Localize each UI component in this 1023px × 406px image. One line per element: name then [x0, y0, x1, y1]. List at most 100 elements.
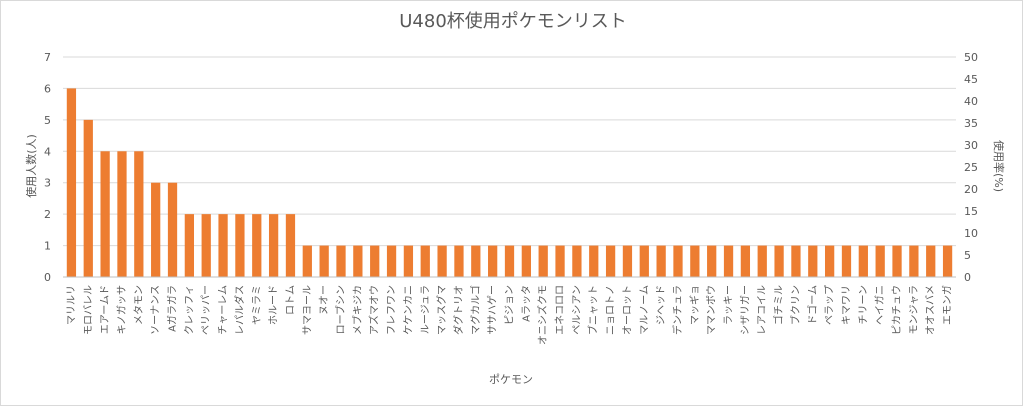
- x-category-label: フレフワン: [387, 285, 398, 335]
- y2-tick-label: 5: [964, 249, 971, 262]
- bar: [268, 214, 279, 277]
- x-category-label: モンジャラ: [908, 285, 920, 335]
- y2-axis-label: 使用率(%): [992, 140, 1006, 192]
- chart-title: U480杯使用ポケモンリスト: [399, 11, 627, 32]
- y-axis-label: 使用人数(人): [25, 134, 38, 198]
- x-category-label: ラッキー: [723, 285, 735, 325]
- bar: [656, 245, 666, 277]
- y-tick-label: 2: [44, 208, 51, 221]
- bar: [791, 245, 801, 277]
- bar: [521, 245, 531, 277]
- x-category-label: デンチュラ: [671, 285, 684, 335]
- y-axis-ticks: 0 1 2 3 4 5 6 7: [44, 51, 51, 284]
- x-axis-label: ポケモン: [489, 373, 533, 386]
- bar: [403, 245, 414, 277]
- y-tick-label: 5: [44, 114, 51, 127]
- y2-tick-label: 35: [964, 117, 978, 130]
- y-tick-label: 3: [44, 177, 51, 190]
- y2-tick-label: 30: [964, 139, 978, 152]
- bar: [942, 245, 953, 277]
- x-category-label: エアームド: [99, 285, 111, 334]
- bar: [235, 214, 245, 277]
- x-category-label: ドゴーム: [806, 285, 819, 325]
- bar: [740, 245, 751, 277]
- bar: [824, 245, 835, 277]
- x-category-label: ヤミラミ: [251, 285, 263, 325]
- x-category-label: マッギョ: [689, 285, 701, 325]
- x-category-label: ジヘッド: [656, 285, 667, 325]
- bar: [66, 88, 77, 277]
- gridlines: [63, 56, 956, 278]
- bar: [909, 245, 919, 277]
- y2-tick-label: 40: [964, 95, 978, 108]
- y-tick-label: 4: [44, 145, 51, 158]
- y-tick-label: 1: [44, 240, 51, 253]
- x-category-label: キノガッサ: [116, 285, 128, 334]
- x-category-label: ホルード: [268, 285, 280, 325]
- y2-tick-label: 50: [964, 51, 978, 64]
- y2-axis-ticks: 0 5 10 15 20 25 30 35 40 45 50: [964, 51, 978, 284]
- x-category-label: ソーナンス: [150, 285, 162, 335]
- bar: [892, 245, 902, 277]
- x-category-label: ペリッパー: [200, 285, 212, 335]
- y2-tick-label: 20: [964, 183, 978, 196]
- x-category-label: ヌオー: [318, 285, 330, 315]
- x-category-label: ローブシン: [334, 285, 347, 334]
- bar: [858, 245, 868, 277]
- x-category-label: ヘイガニ: [874, 285, 886, 325]
- x-category-label: ペルシアン: [572, 285, 583, 335]
- bar: [808, 245, 818, 277]
- x-category-label: マルノーム: [638, 285, 650, 335]
- x-category-label: キマワリ: [841, 285, 852, 325]
- y-tick-label: 7: [44, 51, 51, 64]
- x-category-label: ルージュラ: [419, 285, 431, 334]
- bar: [336, 245, 346, 277]
- x-axis-categories: マリルリ モロバレル エアームド キノガッサ メタモン ソーナンス Aガラガラ クレッフィ ペリ…: [66, 285, 953, 345]
- bar: [151, 182, 161, 277]
- bar: [83, 119, 93, 277]
- bar: [285, 214, 296, 277]
- x-category-label: マッスグマ: [435, 285, 448, 335]
- bar: [437, 245, 447, 277]
- x-category-label: メブキジカ: [351, 285, 364, 335]
- bar: [100, 151, 110, 277]
- bar: [622, 245, 633, 277]
- bar: [707, 245, 717, 277]
- bar: [420, 245, 430, 277]
- bar: [555, 245, 565, 277]
- bar: [841, 245, 852, 277]
- bar: [454, 245, 464, 277]
- y2-tick-label: 15: [964, 205, 978, 218]
- x-category-label: メタモン: [133, 285, 145, 325]
- x-category-label: ブニャット: [587, 285, 600, 335]
- bar: [218, 214, 228, 277]
- x-category-label: チリーン: [857, 285, 869, 325]
- x-category-label: エネコロロ: [554, 285, 566, 335]
- bar: [370, 245, 380, 277]
- bar: [690, 245, 700, 277]
- x-category-label: ブクリン: [789, 285, 802, 325]
- x-category-label: ゴチミル: [772, 285, 785, 325]
- x-category-label: ペラップ: [824, 285, 836, 325]
- y2-tick-label: 0: [964, 271, 971, 284]
- x-category-label: オニシズクモ: [536, 285, 549, 345]
- bar: [184, 214, 195, 277]
- x-category-label: ロトム: [284, 285, 296, 315]
- x-category-label: ササハゲー: [487, 285, 499, 335]
- bar: [488, 245, 498, 277]
- x-category-label: マリルリ: [66, 285, 77, 325]
- y2-tick-label: 25: [964, 161, 978, 174]
- bar: [926, 245, 936, 277]
- bar: [302, 245, 312, 277]
- x-category-label: マグカルゴ: [469, 285, 482, 335]
- x-category-label: ピカチュウ: [891, 285, 903, 335]
- bar: [639, 245, 649, 277]
- x-category-label: Aガラガラ: [167, 285, 179, 332]
- bar: [319, 245, 329, 277]
- x-category-label: オーロット: [621, 285, 633, 335]
- y2-tick-label: 10: [964, 227, 978, 240]
- x-category-label: モロバレル: [82, 285, 94, 335]
- x-category-label: ニョロトノ: [606, 285, 617, 335]
